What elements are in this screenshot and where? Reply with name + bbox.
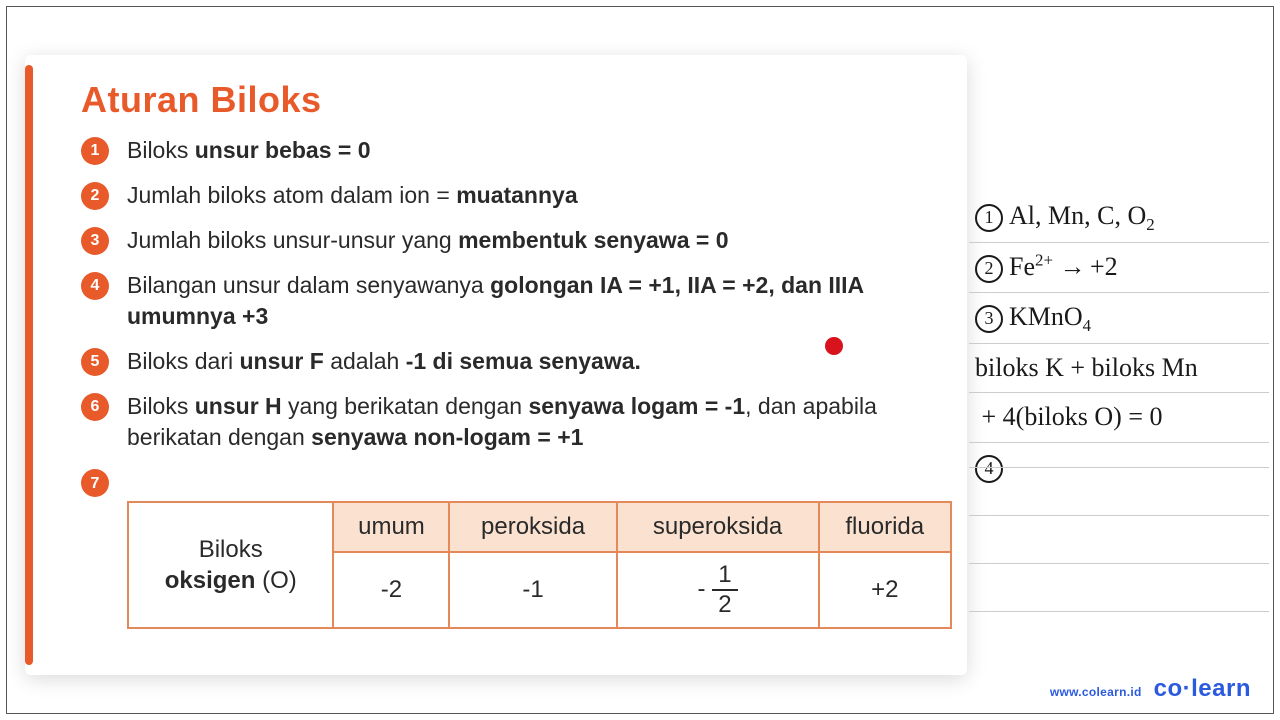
note-line: 2Fe2+ → +2 [969, 242, 1269, 291]
bullet-number: 3 [81, 227, 109, 255]
col-header: fluorida [819, 502, 951, 552]
col-header: umum [333, 502, 449, 552]
pointer-dot [825, 337, 843, 355]
handwritten-notes: 1Al, Mn, C, O22Fe2+ → +23KMnO4biloks K +… [969, 192, 1269, 491]
note-line: 3KMnO4 [969, 292, 1269, 343]
note-text: Al, Mn, C, O2 [1009, 201, 1155, 230]
rule-item: 5 Biloks dari unsur F adalah -1 di semua … [81, 346, 937, 377]
frac-num: 1 [712, 563, 737, 591]
rule-item: 6 Biloks unsur H yang berikatan dengan se… [81, 391, 937, 453]
rule-text: Jumlah biloks unsur-unsur yang membentuk… [127, 225, 937, 256]
slide-title: Aturan Biloks [81, 79, 937, 121]
col-header: superoksida [617, 502, 819, 552]
rules-list: 1 Biloks unsur bebas = 0 2 Jumlah biloks at… [81, 135, 937, 453]
note-line: + 4(biloks O) = 0 [969, 392, 1269, 441]
cell-value: -2 [333, 552, 449, 628]
brand-logo: co·learn [1154, 675, 1251, 703]
brand-sep: · [1183, 675, 1192, 702]
note-line: 1Al, Mn, C, O2 [969, 192, 1269, 242]
frac-den: 2 [712, 591, 737, 617]
note-text: biloks K + biloks Mn [975, 353, 1198, 382]
slide-content: Aturan Biloks 1 Biloks unsur bebas = 0 2 Ju… [25, 55, 967, 649]
rule-item: 3 Jumlah biloks unsur-unsur yang membentu… [81, 225, 937, 256]
page-frame: Aturan Biloks 1 Biloks unsur bebas = 0 2 Ju… [6, 6, 1274, 714]
cell-value: +2 [819, 552, 951, 628]
cell-value: -1 [449, 552, 616, 628]
rule-text: Biloks unsur bebas = 0 [127, 135, 937, 166]
bullet-number: 1 [81, 137, 109, 165]
bullet-number: 4 [81, 272, 109, 300]
rule-item: 7 [81, 467, 937, 497]
rule-text: Biloks unsur H yang berikatan dengan sen… [127, 391, 937, 453]
note-circle-number: 2 [975, 255, 1003, 283]
note-circle-number: 1 [975, 204, 1003, 232]
rule-item: 2 Jumlah biloks atom dalam ion = muatanny… [81, 180, 937, 211]
rule-item: 1 Biloks unsur bebas = 0 [81, 135, 937, 166]
note-text: Fe2+ → +2 [1009, 252, 1118, 281]
brand-right: learn [1191, 675, 1251, 702]
bullet-number: 7 [81, 469, 109, 497]
frac-sign: - [698, 576, 706, 603]
rule-text: Bilangan unsur dalam senyawanya golongan… [127, 270, 937, 332]
brand-left: co [1154, 675, 1183, 702]
table-header-row: Biloksoksigen (O) umum peroksida superok… [128, 502, 951, 552]
rule-text: Jumlah biloks atom dalam ion = muatannya [127, 180, 937, 211]
rule-item: 4 Bilangan unsur dalam senyawanya golonga… [81, 270, 937, 332]
row-header-text: Biloksoksigen (O) [165, 536, 297, 594]
note-text: KMnO4 [1009, 302, 1091, 331]
fraction: 1 2 [712, 563, 737, 617]
bullet-number: 6 [81, 393, 109, 421]
bullet-number: 2 [81, 182, 109, 210]
oxygen-biloks-table: Biloksoksigen (O) umum peroksida superok… [127, 501, 952, 629]
note-circle-number: 3 [975, 305, 1003, 333]
note-line: biloks K + biloks Mn [969, 343, 1269, 392]
rule-text: Biloks dari unsur F adalah -1 di semua s… [127, 346, 937, 377]
note-text: + 4(biloks O) = 0 [975, 402, 1162, 431]
cell-value-fraction: - 1 2 [617, 552, 819, 628]
bullet-number: 5 [81, 348, 109, 376]
col-header: peroksida [449, 502, 616, 552]
notebook-rules [969, 467, 1269, 659]
accent-bar [25, 65, 33, 665]
table-row-header: Biloksoksigen (O) [128, 502, 333, 628]
footer: www.colearn.id co·learn [1050, 675, 1251, 703]
slide-card: Aturan Biloks 1 Biloks unsur bebas = 0 2 Ju… [25, 55, 967, 675]
footer-url: www.colearn.id [1050, 685, 1142, 699]
